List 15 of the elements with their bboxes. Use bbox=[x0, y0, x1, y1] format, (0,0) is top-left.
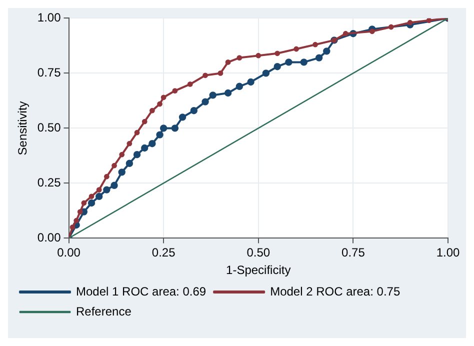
x-tick-label: 0.00 bbox=[57, 246, 81, 260]
y-tick-label: 1.00 bbox=[37, 10, 62, 25]
x-axis-title: 1-Specificity bbox=[226, 263, 291, 278]
y-tick-label: 0.75 bbox=[37, 66, 62, 80]
x-tick-label: 0.50 bbox=[246, 246, 270, 260]
y-axis-title: Sensitivity bbox=[16, 101, 30, 156]
x-tick-label: 0.25 bbox=[152, 246, 176, 260]
legend-label: Model 2 ROC area: 0.75 bbox=[270, 284, 400, 298]
x-tick-label: 1.00 bbox=[436, 246, 460, 260]
x-tick-label: 0.75 bbox=[342, 246, 366, 260]
y-tick-label: 0.00 bbox=[37, 230, 62, 245]
legend-label: Model 1 ROC area: 0.69 bbox=[76, 284, 206, 298]
y-tick-label: 0.25 bbox=[37, 176, 62, 190]
y-tick-label: 0.50 bbox=[37, 120, 62, 135]
legend-label: Reference bbox=[76, 304, 132, 318]
